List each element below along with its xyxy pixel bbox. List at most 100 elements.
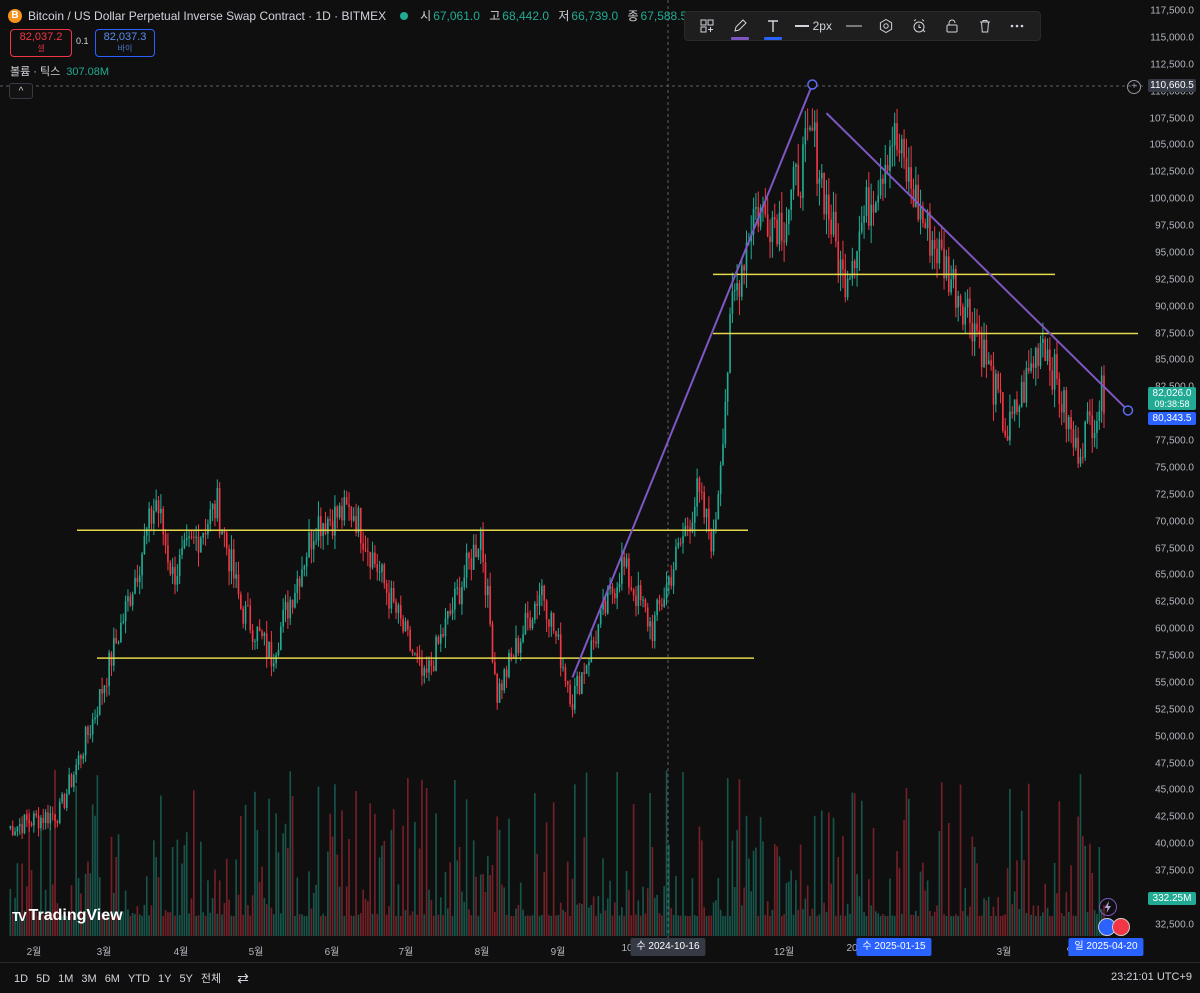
candle [597, 623, 600, 649]
candle [912, 178, 915, 208]
candle [665, 571, 668, 606]
candle [80, 753, 82, 769]
sell-button[interactable]: 82,037.2 셀 [10, 29, 72, 57]
pen-icon[interactable] [729, 15, 751, 40]
candle [331, 509, 334, 540]
volume-bar [1020, 810, 1023, 936]
volume-bar [505, 914, 508, 936]
price-tick: 37,500.0 [1155, 865, 1194, 877]
more-icon[interactable] [1006, 15, 1028, 37]
volume-bar [1056, 893, 1058, 936]
range-button[interactable]: 1D [14, 973, 29, 985]
volume-bar [588, 907, 590, 936]
candle [566, 680, 569, 693]
candle [1020, 375, 1023, 408]
range-button[interactable]: YTD [127, 973, 150, 985]
candle [564, 663, 567, 688]
candle [1093, 419, 1096, 448]
candle [383, 562, 386, 589]
text-icon[interactable] [762, 15, 784, 40]
add-alert-plus-icon[interactable]: + [1127, 80, 1141, 94]
candle [804, 110, 807, 163]
event-icon[interactable] [1112, 918, 1130, 936]
candle [778, 200, 781, 252]
candle [230, 535, 233, 585]
candle [244, 600, 247, 631]
candle [816, 109, 818, 197]
lock-icon[interactable] [941, 15, 963, 37]
volume-bar [976, 863, 978, 936]
price-axis[interactable]: 117,500.0115,000.0112,500.0110,000.0107,… [1144, 0, 1200, 958]
volume-bar [508, 818, 510, 936]
alert-icon[interactable] [908, 15, 930, 37]
range-button[interactable]: 6M [104, 973, 120, 985]
volume-bar [724, 915, 727, 936]
symbol-title[interactable]: Bitcoin / US Dollar Perpetual Inverse Sw… [28, 8, 387, 23]
candle [143, 523, 146, 555]
candle [557, 628, 560, 640]
lightning-icon[interactable] [1099, 898, 1117, 916]
candle [136, 564, 139, 588]
candle [47, 804, 49, 829]
volume-bar [310, 908, 313, 936]
candle [51, 806, 54, 821]
clock[interactable]: 23:21:01 UTC+9 [1110, 971, 1192, 983]
line-style-icon[interactable] [843, 15, 865, 37]
price-tick: 47,500.0 [1155, 758, 1194, 769]
volume-bar [616, 771, 618, 936]
volume-bar [282, 833, 284, 936]
volume-bar [68, 915, 70, 936]
volume-bar [98, 877, 101, 936]
volume-bar [82, 915, 85, 936]
line-width-button[interactable]: 2px [794, 15, 832, 37]
collapse-legend-button[interactable]: ^ [9, 83, 33, 99]
time-axis[interactable]: 2월3월4월5월6월7월8월9월1012월203월일수 2024-10-16수 … [0, 938, 1144, 958]
volume-bar [757, 916, 760, 936]
range-button[interactable]: 5Y [179, 973, 193, 985]
candle [263, 631, 266, 646]
range-button[interactable]: 5D [36, 973, 51, 985]
candle [856, 250, 858, 287]
range-button[interactable]: 3M [81, 973, 97, 985]
candle [922, 201, 924, 228]
settings-icon[interactable] [875, 15, 897, 37]
range-button[interactable]: 1Y [157, 973, 172, 985]
volume-legend[interactable]: 볼륨 · 틱스 307.08M [10, 66, 110, 78]
price-tick: 52,500.0 [1155, 704, 1194, 716]
candle [947, 247, 950, 296]
volume-bar [884, 915, 887, 936]
volume-bar [378, 857, 381, 936]
volume-bar [338, 886, 341, 936]
volume-bar [632, 804, 635, 936]
volume-bar [955, 914, 957, 936]
volume-bar [661, 915, 663, 936]
candle [30, 821, 33, 828]
candle [63, 792, 66, 810]
candle [214, 500, 216, 527]
trash-icon[interactable] [974, 15, 996, 37]
candle [896, 108, 898, 157]
volume-bar [811, 908, 814, 936]
candle [562, 658, 564, 672]
volume-bar [564, 912, 567, 936]
candle [200, 535, 202, 553]
symbol-legend[interactable]: B Bitcoin / US Dollar Perpetual Inverse … [8, 7, 693, 24]
trendline-handle [1122, 405, 1134, 416]
range-button[interactable]: 전체 [200, 973, 222, 985]
goto-date-icon[interactable]: ⇄ [237, 969, 249, 986]
buy-button[interactable]: 82,037.3 바이 [95, 29, 155, 57]
volume-bar [773, 844, 776, 936]
volume-bar [710, 915, 713, 936]
candle [623, 551, 626, 576]
candle [832, 191, 835, 238]
price-tick: 50,000.0 [1155, 731, 1194, 743]
chart-canvas[interactable] [0, 0, 1144, 958]
volume-bar [804, 898, 807, 936]
volume-bar [776, 846, 778, 936]
template-icon[interactable] [696, 15, 718, 37]
candle [468, 551, 470, 570]
range-button[interactable]: 1M [58, 973, 74, 985]
candle [1056, 341, 1058, 386]
candle [105, 677, 108, 697]
volume-bar [900, 913, 903, 936]
